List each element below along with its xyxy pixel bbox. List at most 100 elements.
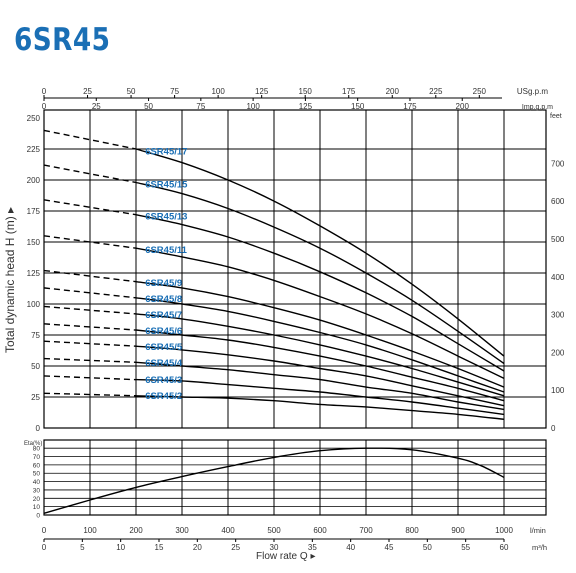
m3h-unit-label: m³/h — [532, 543, 547, 552]
lmin-unit-label: l/min — [530, 526, 546, 535]
head-ytick-label: 0 — [36, 424, 41, 433]
curve-layer — [43, 129, 505, 514]
curve-label: 6SR45/4 — [145, 358, 183, 369]
m3h-tick-label: 0 — [42, 543, 47, 552]
usgpm-tick-label: 100 — [211, 87, 225, 96]
efficiency-curve — [43, 447, 505, 514]
lmin-tick-label: 600 — [313, 526, 327, 535]
usgpm-tick-label: 175 — [342, 87, 356, 96]
curve-6SR45-13 — [135, 214, 505, 372]
head-ytick-label: 125 — [27, 269, 41, 278]
head-ytick-label: 250 — [27, 114, 41, 123]
flow-axis-label: Flow rate Q ▸ — [256, 551, 315, 562]
curve-dashed-6SR45-2 — [43, 392, 137, 397]
head-axis-label: Total dynamic head H (m) ▸ — [3, 207, 17, 353]
lmin-tick-label: 300 — [175, 526, 189, 535]
curve-label: 6SR45/7 — [145, 310, 182, 321]
feet-unit-label: feet — [550, 113, 562, 120]
head-plot-frame — [43, 109, 547, 429]
impgpm-tick-label: 200 — [456, 102, 470, 111]
curve-6SR45-6 — [135, 329, 505, 402]
lmin-tick-label: 700 — [359, 526, 373, 535]
curve-label: 6SR45/15 — [145, 180, 188, 191]
eta-ytick-label: 40 — [33, 479, 41, 486]
feet-tick-label: 200 — [551, 348, 565, 357]
feet-tick-label: 100 — [551, 386, 565, 395]
head-ytick-label: 100 — [27, 300, 41, 309]
curve-6SR45-7 — [135, 313, 505, 397]
eta-ytick-label: 30 — [33, 487, 41, 494]
m3h-tick-label: 25 — [231, 543, 240, 552]
curve-label: 6SR45/2 — [145, 391, 182, 402]
impgpm-tick-label: 25 — [92, 102, 101, 111]
m3h-tick-label: 5 — [80, 543, 85, 552]
head-ytick-label: 150 — [27, 238, 41, 247]
curve-dashed-6SR45-11 — [43, 235, 137, 249]
curve-dashed-6SR45-9 — [43, 269, 137, 283]
curve-6SR45-17 — [135, 148, 505, 357]
grid-layer — [43, 95, 547, 542]
label-layer: 0255075100125150175200225250010020030040… — [3, 87, 565, 562]
curve-dashed-6SR45-7 — [43, 305, 137, 315]
eta-ytick-label: 10 — [33, 504, 41, 511]
head-ytick-label: 25 — [31, 393, 40, 402]
curve-label: 6SR45/13 — [145, 212, 187, 223]
usgpm-tick-label: 0 — [42, 87, 47, 96]
feet-tick-label: 0 — [551, 424, 556, 433]
eta-ytick-label: 0 — [36, 513, 40, 520]
curve-6SR45-4 — [135, 361, 505, 411]
m3h-tick-label: 55 — [461, 543, 470, 552]
curve-label: 6SR45/17 — [145, 147, 187, 158]
usgpm-tick-label: 50 — [127, 87, 136, 96]
curve-label: 6SR45/11 — [145, 245, 187, 256]
eta-ytick-label: 70 — [33, 454, 41, 461]
eta-ytick-label: 50 — [33, 471, 41, 478]
feet-tick-label: 300 — [551, 311, 565, 320]
m3h-tick-label: 35 — [308, 543, 317, 552]
m3h-tick-label: 10 — [116, 543, 125, 552]
curve-6SR45-3 — [135, 378, 505, 416]
curve-dashed-6SR45-4 — [43, 357, 137, 363]
usgpm-tick-label: 200 — [386, 87, 400, 96]
impgpm-unit-label: Imp.g.p.m — [522, 104, 553, 111]
m3h-tick-label: 30 — [270, 543, 279, 552]
impgpm-tick-label: 175 — [403, 102, 417, 111]
lmin-tick-label: 900 — [451, 526, 465, 535]
m3h-tick-label: 40 — [346, 543, 355, 552]
curve-6SR45-8 — [135, 297, 505, 393]
impgpm-tick-label: 50 — [144, 102, 153, 111]
head-ytick-label: 50 — [31, 362, 40, 371]
head-ytick-label: 225 — [27, 145, 41, 154]
eta-ytick-label: 80 — [33, 446, 41, 453]
curve-label: 6SR45/5 — [145, 342, 183, 353]
eta-ytick-label: 20 — [33, 496, 41, 503]
m3h-tick-label: 15 — [155, 543, 164, 552]
m3h-tick-label: 50 — [423, 543, 432, 552]
impgpm-tick-label: 125 — [299, 102, 313, 111]
feet-tick-label: 500 — [551, 235, 565, 244]
eta-axis-label: Eta(%) — [24, 441, 42, 447]
usgpm-tick-label: 225 — [429, 87, 443, 96]
lmin-tick-label: 500 — [267, 526, 281, 535]
curve-label: 6SR45/6 — [145, 326, 182, 337]
lmin-tick-label: 200 — [129, 526, 143, 535]
curve-dashed-6SR45-15 — [43, 164, 137, 184]
curve-label: 6SR45/3 — [145, 375, 182, 386]
feet-tick-label: 700 — [551, 159, 565, 168]
feet-tick-label: 600 — [551, 197, 565, 206]
curve-dashed-6SR45-13 — [43, 199, 137, 216]
impgpm-tick-label: 0 — [42, 102, 47, 111]
usgpm-tick-label: 75 — [170, 87, 179, 96]
curve-6SR45-2 — [135, 395, 505, 420]
usgpm-tick-label: 25 — [83, 87, 92, 96]
impgpm-tick-label: 100 — [246, 102, 260, 111]
curve-6SR45-11 — [135, 247, 505, 380]
eta-ytick-label: 60 — [33, 462, 41, 469]
m3h-tick-label: 20 — [193, 543, 202, 552]
head-ytick-label: 200 — [27, 176, 41, 185]
impgpm-tick-label: 150 — [351, 102, 365, 111]
curve-6SR45-9 — [135, 281, 505, 388]
lmin-tick-label: 1000 — [495, 526, 513, 535]
lmin-tick-label: 400 — [221, 526, 235, 535]
